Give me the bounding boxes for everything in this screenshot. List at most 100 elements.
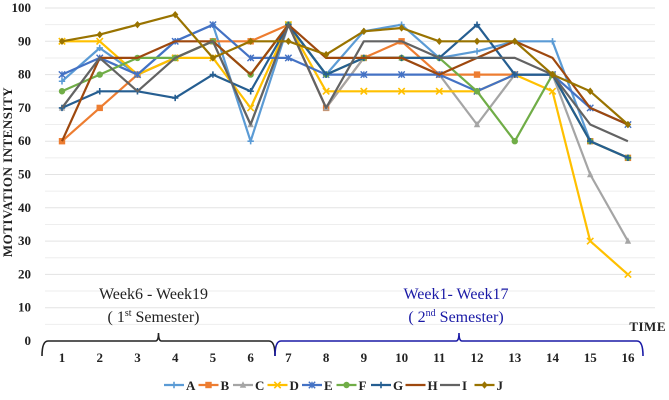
data-point bbox=[624, 120, 632, 129]
data-point bbox=[96, 88, 103, 95]
data-point bbox=[397, 87, 406, 96]
series-i bbox=[61, 23, 629, 143]
x-tick-label: 3 bbox=[134, 350, 141, 365]
y-tick-label: 40 bbox=[18, 200, 31, 215]
data-point bbox=[58, 37, 66, 45]
data-point bbox=[247, 88, 254, 95]
data-point bbox=[247, 138, 254, 145]
x-tick-label: 9 bbox=[361, 350, 368, 365]
data-point bbox=[209, 20, 217, 29]
data-point bbox=[96, 71, 103, 78]
data-point bbox=[322, 71, 330, 78]
series-j bbox=[58, 10, 632, 129]
legend-label: C bbox=[255, 378, 264, 393]
legend-marker bbox=[239, 381, 247, 388]
legend-item-h: H bbox=[405, 378, 438, 393]
data-point bbox=[549, 38, 556, 45]
legend-label: A bbox=[186, 378, 196, 393]
x-tick-label: 5 bbox=[210, 350, 217, 365]
x-tick-label: 13 bbox=[508, 350, 522, 365]
data-point bbox=[587, 138, 594, 145]
legend-marker bbox=[343, 381, 350, 389]
legend-label: I bbox=[462, 378, 467, 393]
data-point bbox=[624, 154, 632, 162]
semester-1-suffix: Semester) bbox=[132, 309, 200, 326]
legend-item-g: G bbox=[371, 378, 403, 393]
data-point bbox=[246, 104, 255, 112]
data-point bbox=[58, 70, 66, 79]
y-tick-label: 0 bbox=[25, 333, 32, 348]
legend-marker bbox=[377, 381, 385, 389]
semester-1-sup: st bbox=[125, 308, 132, 319]
x-tick-label: 4 bbox=[172, 350, 179, 365]
data-point bbox=[548, 87, 557, 96]
data-point bbox=[209, 71, 217, 78]
y-tick-label: 10 bbox=[18, 300, 31, 315]
y-tick-label: 70 bbox=[18, 100, 31, 115]
data-point bbox=[473, 21, 481, 28]
y-axis-title: MOTIVATION INTENSITY bbox=[0, 87, 15, 257]
data-point bbox=[284, 54, 293, 62]
legend: A B C D E F G H I J bbox=[164, 378, 504, 393]
data-point bbox=[511, 138, 518, 145]
legend-item-c: C bbox=[233, 378, 264, 393]
legend-marker bbox=[205, 381, 212, 389]
data-point bbox=[435, 87, 444, 96]
x-tick-label: 2 bbox=[96, 350, 103, 365]
x-tick-label: 10 bbox=[395, 350, 408, 365]
y-tick-label: 100 bbox=[12, 0, 32, 15]
legend-label: G bbox=[393, 378, 403, 393]
legend-label: D bbox=[290, 378, 299, 393]
data-point bbox=[171, 94, 179, 102]
x-tick-label: 14 bbox=[546, 350, 560, 365]
data-point bbox=[247, 37, 254, 45]
data-point bbox=[473, 120, 481, 128]
semester-1-prefix: ( 1 bbox=[108, 309, 125, 326]
data-point bbox=[96, 104, 103, 112]
semester-brackets bbox=[41, 332, 644, 357]
semester-annotations: Week6 - Week19 ( 1st Semester) Week1- We… bbox=[99, 286, 509, 326]
x-tick-label: 8 bbox=[323, 350, 330, 365]
data-point bbox=[473, 48, 481, 55]
legend-item-f: F bbox=[336, 378, 367, 393]
x-tick-label: 6 bbox=[247, 350, 254, 365]
y-tick-label: 20 bbox=[18, 266, 31, 281]
legend-marker bbox=[481, 381, 488, 389]
semester-1-name-label: ( 1st Semester) bbox=[108, 308, 200, 326]
legend-marker bbox=[308, 381, 316, 389]
semester-1-weeks-label: Week6 - Week19 bbox=[99, 286, 208, 303]
data-point bbox=[360, 70, 368, 79]
x-tick-label: 15 bbox=[584, 350, 598, 365]
legend-item-i: I bbox=[440, 378, 467, 393]
data-point bbox=[511, 37, 518, 45]
data-point bbox=[96, 44, 103, 52]
semester-2-name-label: ( 2nd Semester) bbox=[408, 308, 503, 326]
series-layer bbox=[58, 10, 632, 279]
data-point bbox=[134, 20, 141, 29]
legend-item-a: A bbox=[164, 378, 196, 393]
semester-1-bracket bbox=[41, 332, 276, 357]
legend-item-b: B bbox=[198, 378, 230, 393]
x-axis-title: TIME bbox=[629, 319, 666, 334]
data-point bbox=[58, 88, 66, 95]
y-tick-label: 50 bbox=[18, 167, 31, 182]
data-point bbox=[436, 37, 443, 45]
data-point bbox=[398, 24, 405, 32]
legend-item-e: E bbox=[302, 378, 333, 393]
data-point bbox=[133, 70, 142, 79]
data-point bbox=[397, 70, 406, 79]
series-line-i bbox=[61, 23, 629, 143]
legend-label: B bbox=[221, 378, 230, 393]
series-line-j bbox=[61, 13, 629, 126]
series-h bbox=[60, 23, 629, 142]
series-line-h bbox=[60, 23, 629, 142]
data-point bbox=[95, 37, 104, 46]
data-point bbox=[58, 78, 66, 85]
x-tick-label: 7 bbox=[285, 350, 292, 365]
series-line-g bbox=[61, 23, 629, 159]
data-point bbox=[549, 70, 556, 79]
series-d bbox=[58, 20, 632, 279]
data-point bbox=[473, 88, 481, 95]
legend-marker bbox=[170, 381, 178, 389]
